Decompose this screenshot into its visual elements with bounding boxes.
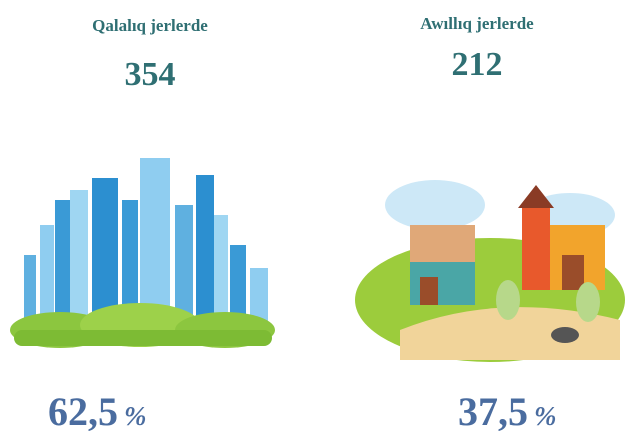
item-count: 212 <box>357 46 597 84</box>
item-title: Awıllıq jerlerde <box>357 14 597 34</box>
share-unit: % <box>534 401 557 431</box>
infographic: Qalalıq jerlerde 354 Awıllıq jerlerde 21… <box>0 0 631 431</box>
village-illustration <box>355 180 625 362</box>
city-illustration <box>10 158 275 348</box>
share-unit: % <box>124 401 147 431</box>
item-share: 37,5% <box>458 388 557 431</box>
share-value: 37,5 <box>458 389 528 431</box>
item-share: 62,5% <box>48 388 147 431</box>
item-title: Qalalıq jerlerde <box>30 16 270 36</box>
share-value: 62,5 <box>48 389 118 431</box>
item-count: 354 <box>30 56 270 94</box>
